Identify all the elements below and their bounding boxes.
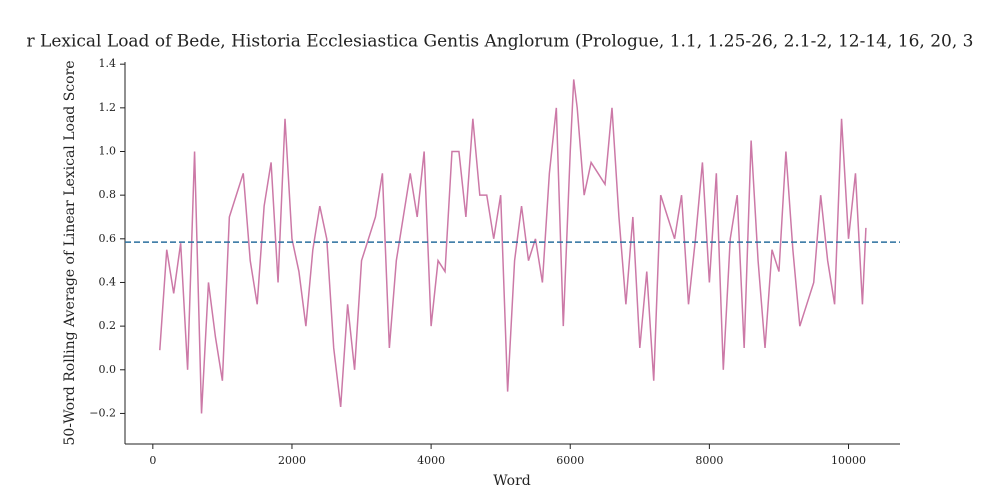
y-axis-label: 50-Word Rolling Average of Linear Lexica… (62, 60, 78, 445)
x-tick-label: 4000 (417, 454, 445, 467)
y-tick-label: 1.4 (99, 57, 117, 70)
x-tick-label: 2000 (278, 454, 306, 467)
x-axis-label: Word (493, 473, 531, 489)
y-tick-label: 1.0 (99, 144, 117, 157)
y-tick-label: 0.0 (99, 363, 117, 376)
y-tick-label: 0.6 (99, 232, 117, 245)
x-tick-label: 8000 (695, 454, 723, 467)
y-tick-label: 1.2 (99, 101, 117, 114)
y-tick-label: −0.2 (89, 406, 116, 419)
chart-title: r Lexical Load of Bede, Historia Ecclesi… (27, 32, 974, 52)
y-tick-label: 0.2 (99, 319, 117, 332)
data-line (159, 79, 867, 414)
x-tick-label: 10000 (831, 454, 866, 467)
y-tick-label: 0.8 (99, 188, 117, 201)
x-tick-label: 6000 (556, 454, 584, 467)
x-tick-label: 0 (149, 454, 156, 467)
y-tick-label: 0.4 (99, 275, 117, 288)
